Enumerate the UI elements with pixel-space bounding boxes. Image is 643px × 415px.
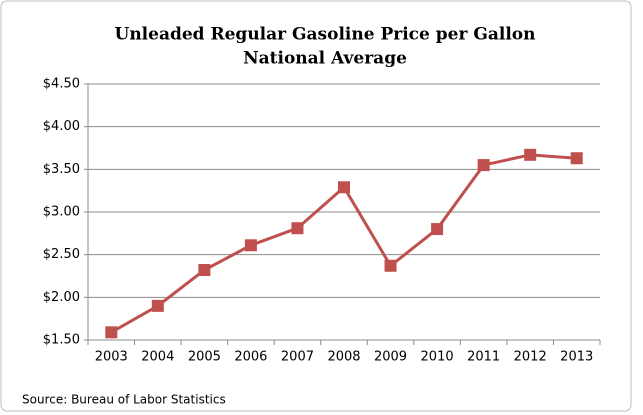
series-marker <box>384 259 397 272</box>
x-tick-label: 2011 <box>467 350 500 365</box>
y-tick-label: $2.50 <box>43 247 80 262</box>
series-marker <box>524 148 537 161</box>
series-marker <box>338 181 350 194</box>
series-marker <box>105 326 118 339</box>
y-tick-label: $4.00 <box>43 119 80 134</box>
y-tick-label: $3.50 <box>43 162 80 177</box>
series-marker <box>198 264 211 277</box>
x-tick-label: 2004 <box>141 350 174 365</box>
y-tick-label: $1.50 <box>43 333 80 348</box>
x-tick-label: 2005 <box>188 350 221 365</box>
x-tick-label: 2013 <box>560 350 593 365</box>
series-marker <box>431 223 444 236</box>
x-tick-label: 2009 <box>374 350 407 365</box>
y-tick-label: $4.50 <box>43 77 80 92</box>
x-tick-label: 2006 <box>234 350 267 365</box>
series-marker <box>477 159 490 172</box>
chart-subtitle: National Average <box>243 49 407 69</box>
x-tick-label: 2012 <box>514 350 547 365</box>
chart-title: Unleaded Regular Gasoline Price per Gall… <box>115 25 536 45</box>
series-marker <box>151 299 164 312</box>
source-note: Source: Bureau of Labor Statistics <box>22 393 226 407</box>
series-marker <box>244 239 257 252</box>
y-tick-label: $3.00 <box>43 205 80 220</box>
x-tick-label: 2007 <box>281 350 314 365</box>
x-tick-label: 2008 <box>327 350 360 365</box>
series-marker <box>570 152 583 165</box>
x-tick-label: 2010 <box>421 350 454 365</box>
series-marker <box>291 222 304 235</box>
y-tick-label: $2.00 <box>43 290 80 305</box>
x-tick-label: 2003 <box>95 350 128 365</box>
